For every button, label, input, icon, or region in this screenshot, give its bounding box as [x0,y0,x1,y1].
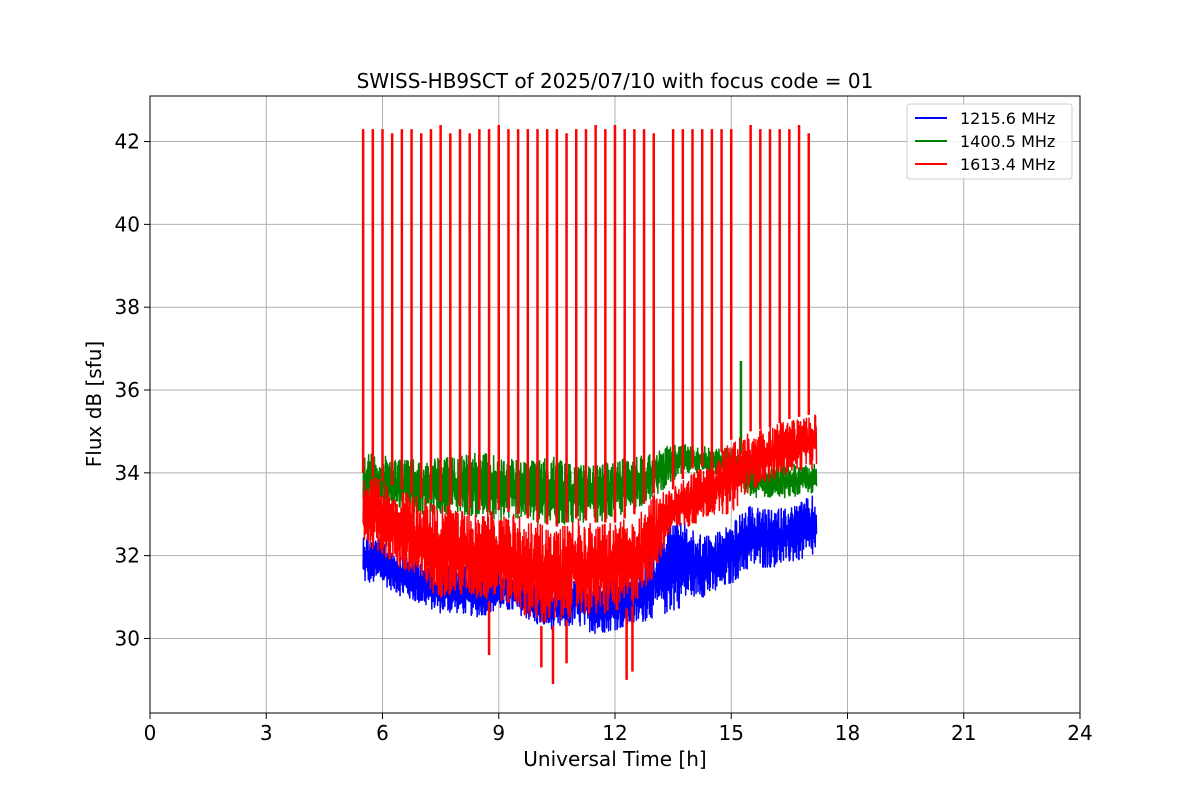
y-tick-label: 40 [115,212,140,236]
legend-label: 1613.4 MHz [960,155,1055,174]
series-layer [361,124,818,685]
y-tick-label: 32 [115,544,140,568]
x-tick-label: 3 [260,721,273,745]
y-tick-label: 42 [115,130,140,154]
x-tick-label: 18 [835,721,860,745]
y-axis-label: Flux dB [sfu] [82,341,106,467]
x-tick-label: 9 [492,721,505,745]
x-tick-label: 15 [719,721,744,745]
y-tick-label: 38 [115,295,140,319]
x-tick-label: 12 [602,721,627,745]
chart-title: SWISS-HB9SCT of 2025/07/10 with focus co… [357,69,874,93]
series-line [362,414,818,623]
x-tick-label: 24 [1067,721,1092,745]
legend: 1215.6 MHz 1400.5 MHz 1613.4 MHz [906,103,1073,180]
x-tick-label: 0 [144,721,157,745]
series-3 [361,124,818,685]
legend-label: 1215.6 MHz [960,109,1055,128]
legend-box [906,103,1073,180]
x-axis-label: Universal Time [h] [523,747,706,771]
y-tick-label: 36 [115,378,140,402]
y-tick-label: 34 [115,461,140,485]
x-tick-label: 6 [376,721,389,745]
y-tick-label: 30 [115,626,140,650]
x-tick-label: 21 [951,721,976,745]
legend-label: 1400.5 MHz [960,132,1055,151]
